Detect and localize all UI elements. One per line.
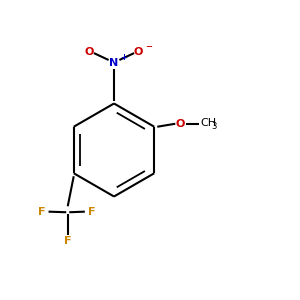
- Text: O: O: [85, 46, 94, 57]
- Text: N: N: [110, 58, 118, 68]
- Text: F: F: [38, 207, 45, 217]
- Text: F: F: [64, 236, 71, 246]
- Text: +: +: [120, 53, 128, 62]
- Text: CH: CH: [200, 118, 216, 128]
- Text: 3: 3: [212, 122, 217, 131]
- Text: −: −: [145, 42, 152, 51]
- Text: O: O: [176, 119, 185, 129]
- Text: O: O: [134, 46, 143, 57]
- Text: F: F: [88, 207, 95, 217]
